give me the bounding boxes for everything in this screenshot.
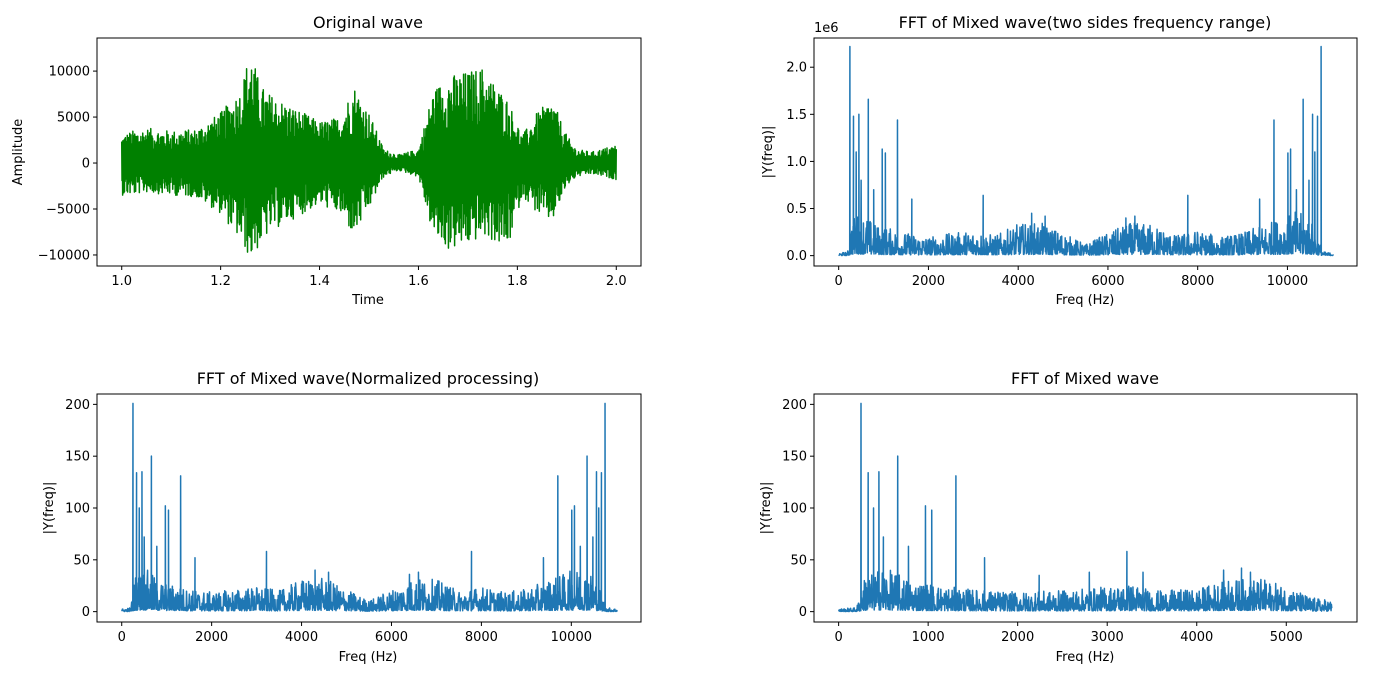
x-axis-label: Time	[351, 293, 384, 308]
x-tick-label: 8000	[465, 630, 498, 645]
y-axis-label: |Y(freq)|	[759, 482, 774, 535]
plot-area: 0 2000 4000 6000 8000 10000 0.0 0.5 1.0 1.5 2.0	[786, 37, 1358, 289]
y-tick-label: 200	[782, 398, 807, 413]
series-line	[120, 67, 618, 253]
axis-scale-label: 1e6	[814, 21, 839, 36]
y-tick-label: 5000	[57, 111, 90, 126]
axes-frame	[813, 37, 1358, 267]
x-tick-label: 3000	[1091, 630, 1124, 645]
x-tick-label: 5000	[1270, 630, 1303, 645]
subplot-title: FFT of Mixed wave(two sides frequency ra…	[899, 13, 1272, 32]
x-axis-label: Freq (Hz)	[1056, 650, 1115, 665]
x-tick-label: 4000	[1002, 274, 1035, 289]
x-axis-label: Freq (Hz)	[339, 650, 398, 665]
x-tick-label: 4000	[285, 630, 318, 645]
y-axis-label: |Y(freq)|	[761, 126, 776, 179]
subplot-title: Original wave	[313, 13, 423, 32]
y-tick-label: 150	[65, 450, 90, 465]
y-tick-label: 0	[82, 157, 90, 172]
x-tick-label: 1000	[912, 630, 945, 645]
y-tick-label: 50	[73, 553, 90, 568]
y-axis-label: Amplitude	[11, 119, 26, 186]
x-tick-label: 2.0	[606, 274, 627, 289]
x-tick-label: 2000	[1001, 630, 1034, 645]
x-tick-label: 8000	[1181, 274, 1214, 289]
x-tick-label: 6000	[1091, 274, 1124, 289]
x-tick-label: 0	[834, 630, 842, 645]
subplot-fft-normalized: FFT of Mixed wave(Normalized processing)…	[42, 369, 642, 665]
x-tick-label: 10000	[1267, 274, 1308, 289]
y-tick-label: 0.0	[786, 249, 807, 264]
x-tick-label: 0	[118, 630, 126, 645]
x-tick-label: 1.2	[210, 274, 231, 289]
y-tick-label: 0.5	[786, 202, 807, 217]
subplot-title: FFT of Mixed wave	[1011, 369, 1159, 388]
x-tick-label: 1.0	[111, 274, 132, 289]
y-tick-label: −10000	[38, 248, 90, 263]
y-tick-label: 10000	[49, 65, 90, 80]
y-tick-label: 1.5	[786, 108, 807, 123]
subplot-fft-two-sides: FFT of Mixed wave(two sides frequency ra…	[761, 13, 1358, 308]
x-tick-label: 2000	[195, 630, 228, 645]
plot-area: 0 2000 4000 6000 8000 10000 0 50 100 150 200	[65, 393, 642, 645]
subplot-original-wave: Original wave 1.0 1.2 1.4 1.6 1.8 2.0 −10000 −5…	[11, 13, 642, 308]
y-tick-label: 150	[782, 450, 807, 465]
x-tick-label: 4000	[1180, 630, 1213, 645]
y-tick-label: 50	[790, 553, 807, 568]
x-axis-label: Freq (Hz)	[1056, 293, 1115, 308]
x-tick-label: 10000	[551, 630, 592, 645]
x-tick-label: 6000	[375, 630, 408, 645]
y-axis-label: |Y(freq)|	[42, 482, 57, 535]
x-tick-label: 1.6	[408, 274, 429, 289]
x-tick-label: 2000	[912, 274, 945, 289]
plot-area: 0 1000 2000 3000 4000 5000 0 50 100 150 200	[782, 393, 1358, 645]
y-tick-label: −5000	[46, 203, 90, 218]
y-tick-label: 200	[65, 398, 90, 413]
y-tick-label: 0	[82, 605, 90, 620]
x-tick-label: 1.4	[309, 274, 330, 289]
x-tick-label: 1.8	[507, 274, 528, 289]
axes-frame	[96, 37, 642, 267]
y-tick-label: 2.0	[786, 61, 807, 76]
y-tick-label: 0	[799, 605, 807, 620]
x-tick-label: 0	[835, 274, 843, 289]
subplot-fft-single-side: FFT of Mixed wave 0 1000 2000 3000 4000 50000…	[759, 369, 1358, 665]
series-line	[838, 45, 1334, 257]
subplot-title: FFT of Mixed wave(Normalized processing)	[197, 369, 540, 388]
y-tick-label: 1.0	[786, 155, 807, 170]
series-line	[121, 402, 619, 613]
y-tick-label: 100	[65, 502, 90, 517]
y-tick-label: 100	[782, 502, 807, 517]
series-line	[837, 402, 1333, 613]
plot-area: 1.0 1.2 1.4 1.6 1.8 2.0 −10000 −5000 0 5000 10000	[38, 37, 642, 289]
